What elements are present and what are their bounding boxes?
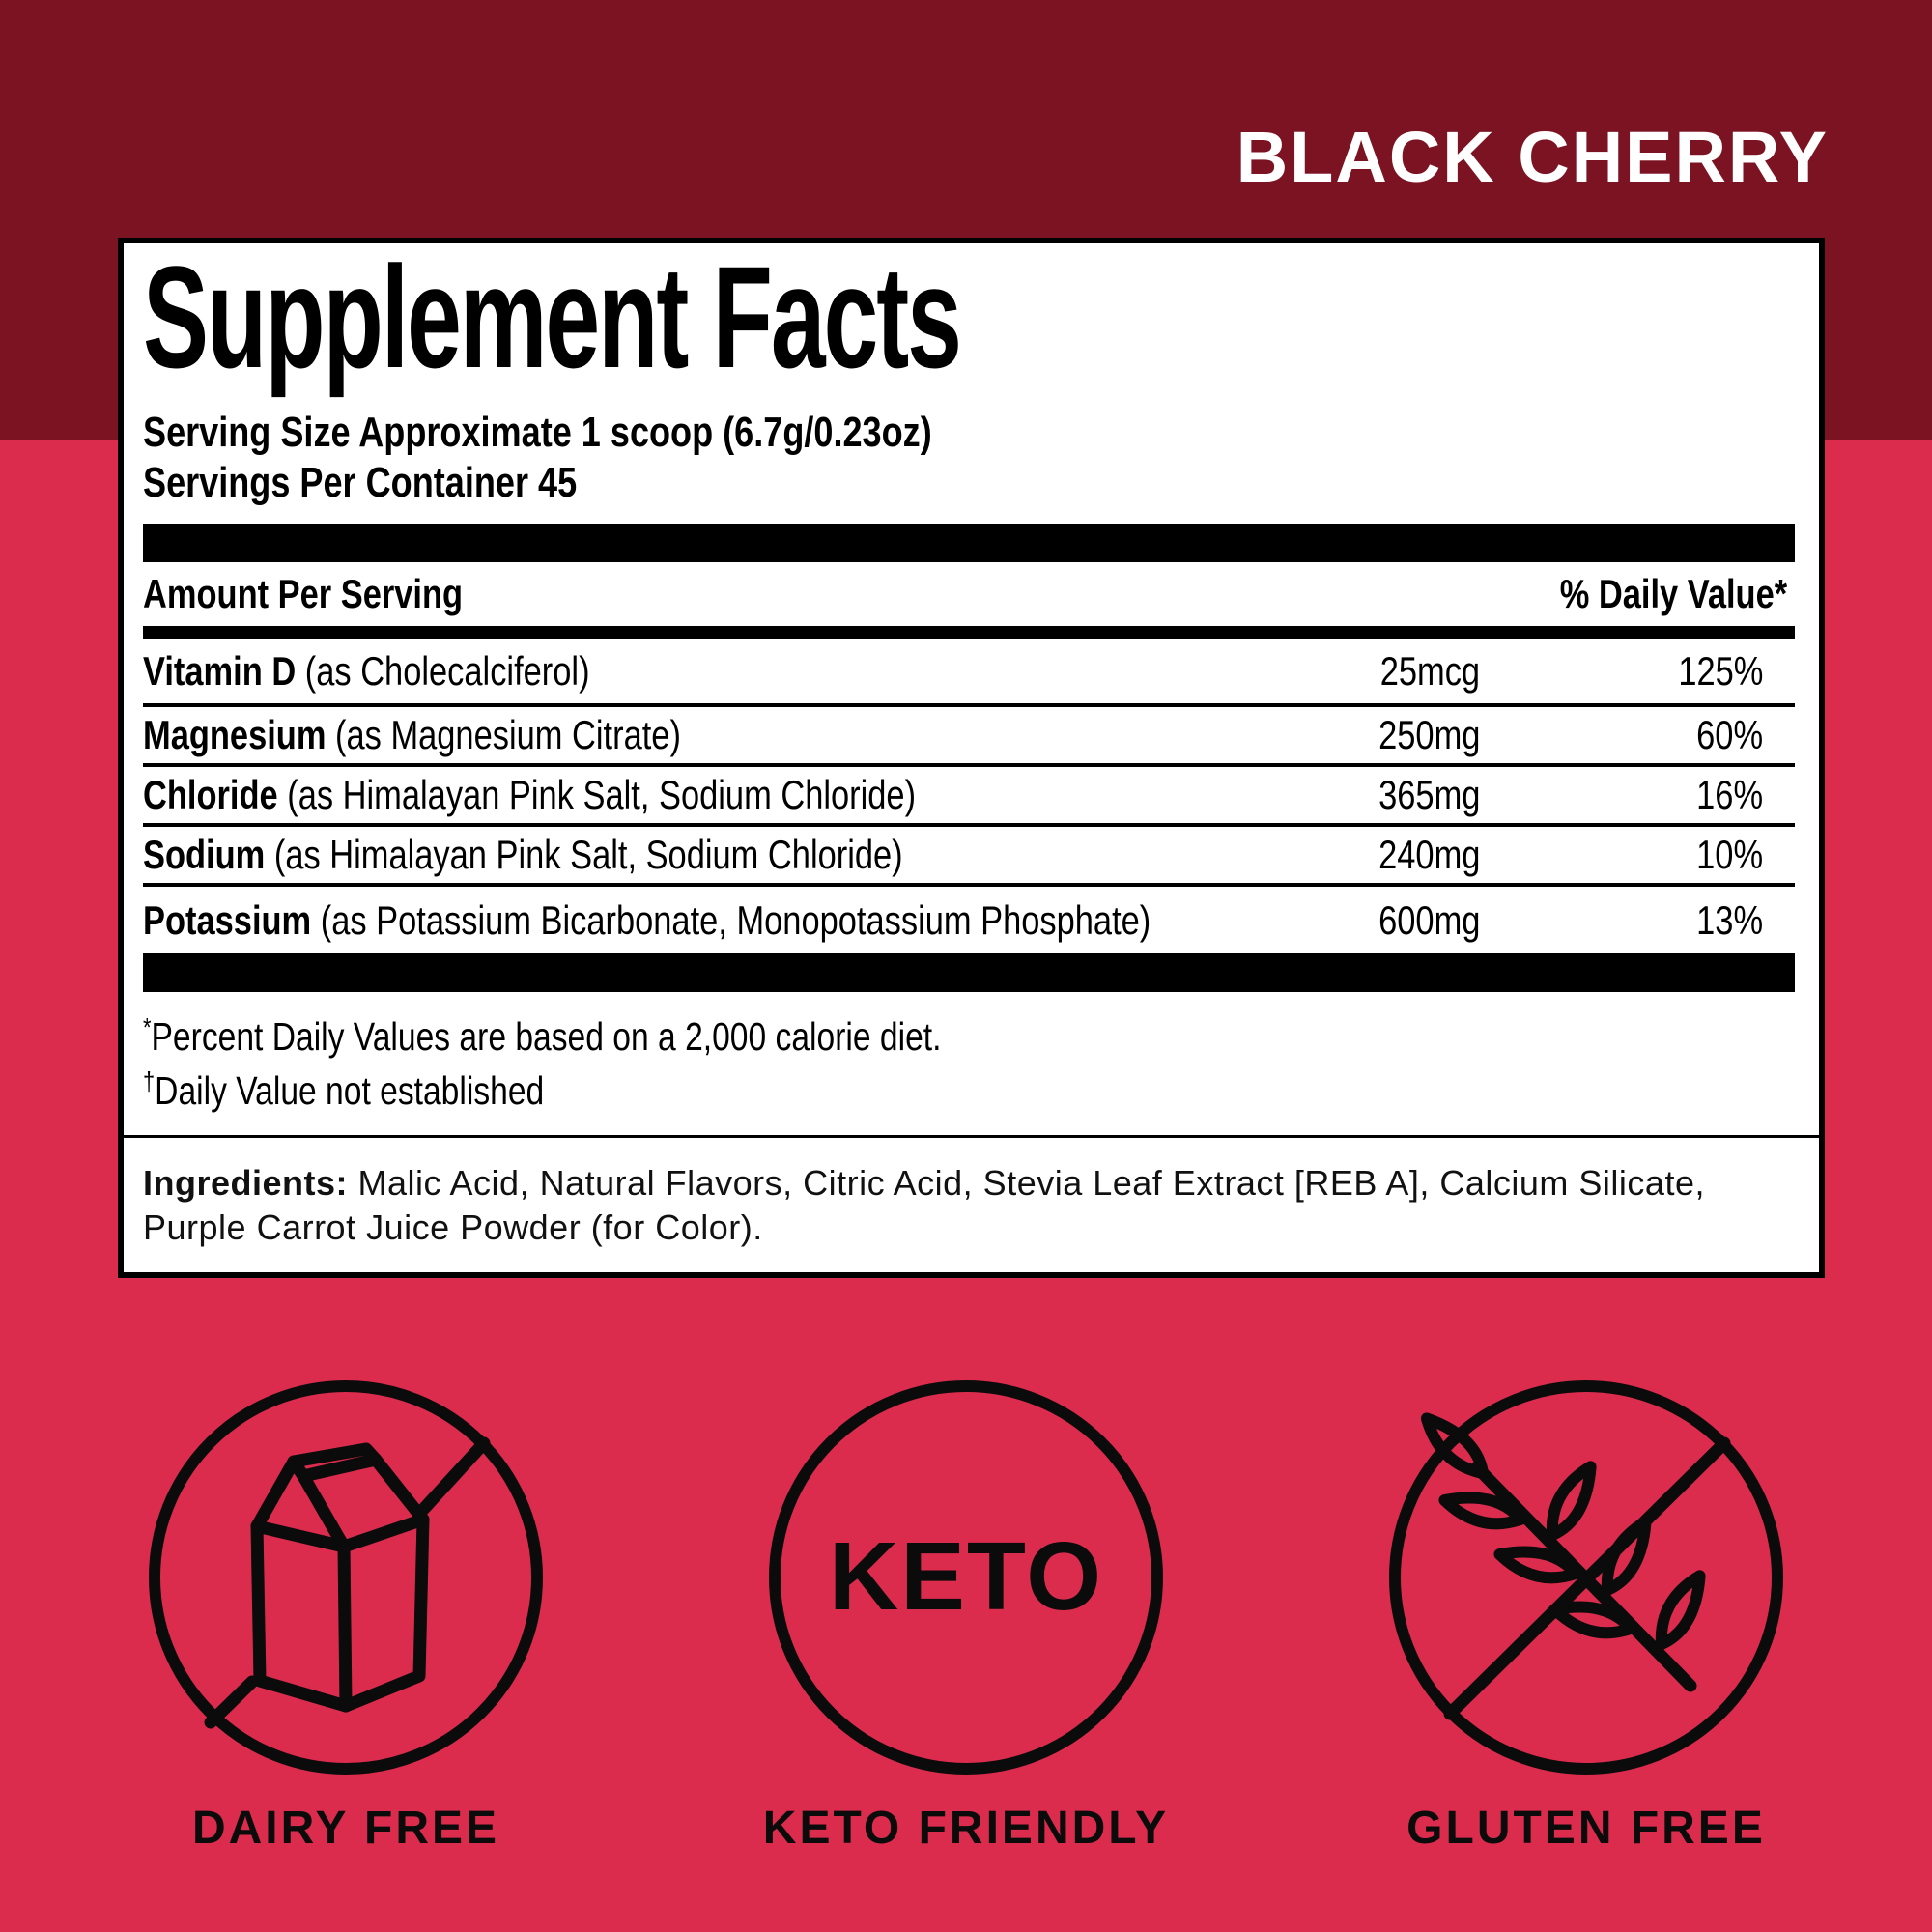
nutrient-daily-value-cell: 16% (1696, 772, 1763, 817)
table-top-bar (143, 524, 1795, 562)
badge-row: DAIRY FREE KETO KETO FRIENDLY (0, 1375, 1932, 1855)
dairy-free-label: DAIRY FREE (191, 1803, 500, 1854)
nutrient-name-cell: Sodium (as Himalayan Pink Salt, Sodium C… (143, 832, 903, 877)
nutrient-amount-cell: 25mcg (1379, 648, 1480, 694)
nutrient-daily-value-cell: 13% (1696, 896, 1763, 943)
circle-outline (769, 1380, 1163, 1775)
table-row: Magnesium (as Magnesium Citrate) 250mg 6… (143, 707, 1795, 767)
milk-carton-icon (250, 1442, 430, 1713)
wheat-icon (1424, 1406, 1718, 1692)
nutrient-name-cell: Vitamin D (as Cholecalciferol) (143, 648, 590, 694)
circle-outline (149, 1380, 543, 1775)
table-row: Potassium (as Potassium Bicarbonate, Mon… (143, 887, 1795, 953)
table-row: Sodium (as Himalayan Pink Salt, Sodium C… (143, 827, 1795, 887)
ingredients-divider (124, 1135, 1819, 1138)
ingredients-text: Malic Acid, Natural Flavors, Citric Acid… (143, 1163, 1705, 1247)
nutrient-daily-value-cell: 125% (1677, 648, 1763, 694)
table-bottom-bar (143, 953, 1795, 992)
gluten-free-label: GLUTEN FREE (1406, 1803, 1766, 1854)
panel-title-text: Supplement Facts (143, 236, 962, 398)
serving-size-line: Serving Size Approximate 1 scoop (6.7g/0… (143, 409, 932, 456)
servings-per-container-line: Servings Per Container 45 (143, 459, 578, 506)
badge-dairy-free: DAIRY FREE (143, 1375, 549, 1855)
nutrient-name-cell: Chloride (as Himalayan Pink Salt, Sodium… (143, 772, 917, 817)
ingredients-label: Ingredients: (143, 1163, 349, 1203)
nutrient-daily-value-cell: 10% (1696, 832, 1763, 877)
panel-title: Supplement Facts (143, 236, 1795, 398)
daily-value-header: % Daily Value* (1559, 571, 1787, 616)
table-row: Chloride (as Himalayan Pink Salt, Sodium… (143, 767, 1795, 827)
nutrient-daily-value-cell: 60% (1696, 712, 1763, 757)
daily-value-footnote: *Percent Daily Values are based on a 2,0… (143, 1012, 942, 1059)
nutrient-amount-cell: 240mg (1378, 832, 1480, 877)
slash-icon (204, 1436, 491, 1729)
supplement-facts-panel: Supplement Facts Serving Size Approximat… (118, 238, 1825, 1278)
table-row: Vitamin D (as Cholecalciferol) 25mcg 125… (143, 639, 1795, 707)
keto-icon: KETO (769, 1380, 1163, 1775)
table-header-divider-bar (143, 626, 1795, 639)
flavor-name: BLACK CHERRY (1236, 117, 1829, 197)
not-established-footnote: †Daily Value not established (143, 1066, 545, 1113)
slash-icon (1443, 1436, 1731, 1720)
no-dairy-icon (149, 1380, 543, 1775)
table-header-row: Amount Per Serving % Daily Value* (143, 562, 1795, 626)
no-gluten-icon (1389, 1380, 1783, 1775)
nutrient-amount-cell: 250mg (1378, 712, 1480, 757)
keto-friendly-label: KETO FRIENDLY (762, 1803, 1170, 1854)
badge-keto-friendly: KETO KETO FRIENDLY (763, 1375, 1169, 1855)
amount-per-serving-header: Amount Per Serving (143, 571, 464, 616)
nutrient-amount-cell: 365mg (1378, 772, 1480, 817)
nutrient-name-cell: Potassium (as Potassium Bicarbonate, Mon… (143, 896, 1151, 943)
badge-gluten-free: GLUTEN FREE (1383, 1375, 1789, 1855)
keto-text: KETO (829, 1522, 1103, 1631)
ingredients-section: Ingredients: Malic Acid, Natural Flavors… (143, 1161, 1795, 1250)
nutrient-name-cell: Magnesium (as Magnesium Citrate) (143, 712, 681, 757)
circle-outline (1389, 1380, 1783, 1775)
nutrient-amount-cell: 600mg (1378, 896, 1480, 943)
nutrient-rows: Vitamin D (as Cholecalciferol) 25mcg 125… (143, 639, 1795, 953)
